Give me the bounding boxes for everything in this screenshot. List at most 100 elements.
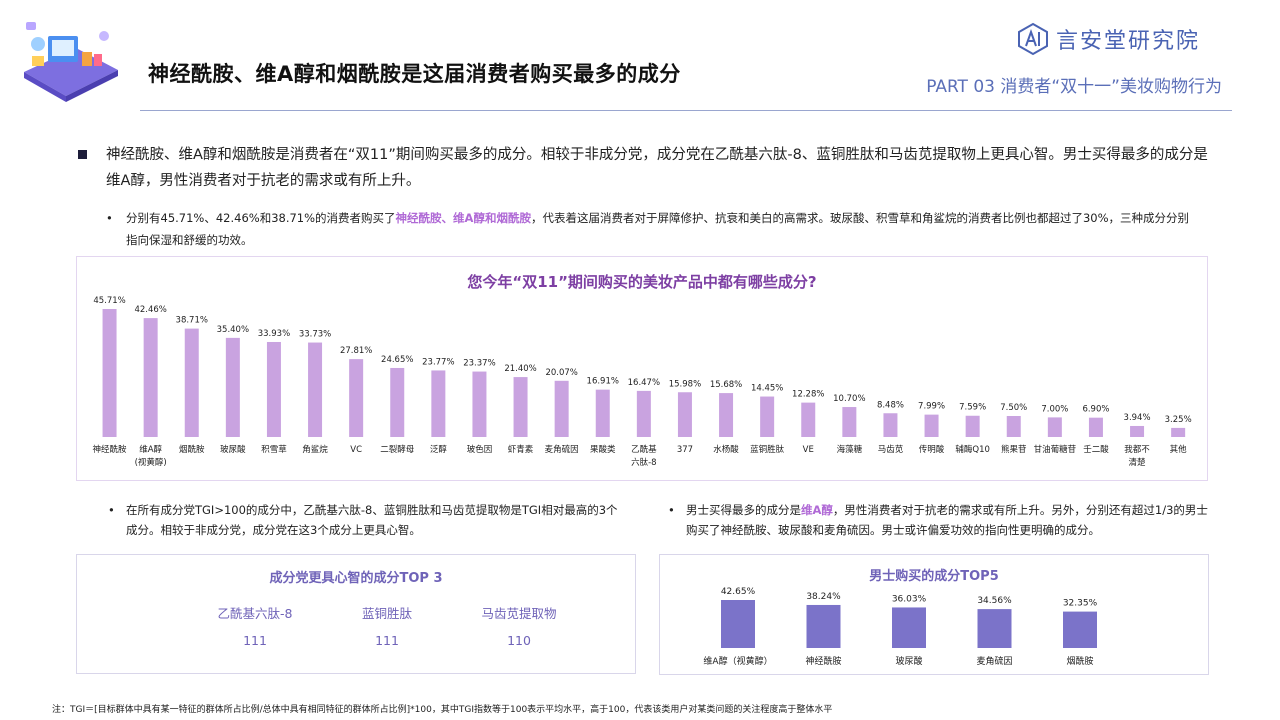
- bar-value-label: 20.07%: [545, 368, 577, 378]
- chart-bar: [842, 407, 857, 437]
- bar-value-label: 7.59%: [959, 403, 986, 413]
- tgi-note: • 在所有成分党TGI>100的成分中，乙酰基六肽-8、蓝铜胜肽和马齿苋提取物是…: [108, 500, 620, 540]
- chart-bar: [390, 367, 405, 437]
- ingredients-chart-panel: 45.71% 神经酰胺 42.46% 维A醇 (视黄醇) 38.71% 烟酰胺 35.40% 玻…: [76, 256, 1208, 481]
- bar-value-label: 15.98%: [669, 379, 701, 389]
- category-label: 我都不: [1124, 444, 1150, 455]
- bar-value-label: 45.71%: [93, 296, 125, 306]
- bar-value-label: 8.48%: [877, 400, 904, 410]
- category-label: 神经酰胺: [93, 444, 128, 455]
- chart-bar: [266, 341, 281, 437]
- category-label: 甘油葡糖苷: [1034, 444, 1077, 455]
- male-note-highlight: 维A醇: [801, 503, 833, 517]
- bar-value-label: 32.35%: [1063, 599, 1098, 609]
- bar-value-label: 24.65%: [381, 355, 413, 365]
- chart-title: 您今年“双11”期间购买的美妆产品中都有哪些成分?: [467, 273, 817, 291]
- category-label: 六肽-8: [631, 457, 656, 468]
- chart-bar: [308, 342, 323, 437]
- bar-value-label: 10.70%: [833, 394, 865, 404]
- chart-bar: [883, 413, 898, 437]
- tgi-item: 乙酰基六肽-8 111: [189, 603, 321, 648]
- category-label: 积雪草: [261, 444, 287, 455]
- category-label: 377: [677, 445, 693, 455]
- bar-value-label: 6.90%: [1082, 405, 1109, 415]
- chart-bar: [677, 392, 692, 437]
- section-label: PART 03 消费者“双十一”美妆购物行为: [926, 77, 1222, 97]
- tgi-item: 马齿苋提取物 110: [453, 603, 585, 648]
- summary-text: 神经酰胺、维A醇和烟酰胺是消费者在“双11”期间购买最多的成分。相较于非成分党，…: [106, 147, 1208, 189]
- category-label: 玻色因: [467, 444, 493, 455]
- category-label: 神经酰胺: [805, 655, 841, 667]
- chart-bar: [1088, 417, 1103, 437]
- chart-bar: [636, 390, 651, 437]
- male-note-text: 男士买得最多的成分是维A醇，男性消费者对于抗老的需求或有所上升。另外，分别还有超…: [668, 500, 1208, 540]
- chart-bar: [892, 607, 926, 648]
- bar-value-label: 15.68%: [710, 380, 742, 390]
- category-label: 蓝铜胜肽: [750, 444, 785, 455]
- bar-value-label: 33.73%: [299, 330, 331, 340]
- category-label: 壬二酸: [1083, 444, 1109, 455]
- chart-bar: [225, 337, 240, 437]
- bar-value-label: 42.65%: [721, 587, 756, 597]
- category-label: 辅酶Q10: [955, 444, 990, 455]
- chart-bar: [965, 415, 980, 437]
- chart-bar: [721, 600, 755, 648]
- bar-value-label: 38.24%: [806, 592, 841, 602]
- tgi-item: 蓝铜胜肽 111: [321, 603, 453, 648]
- category-label: 二裂酵母: [380, 444, 414, 455]
- tgi-item-name: 马齿苋提取物: [481, 606, 557, 621]
- male-note-before: 男士买得最多的成分是: [686, 503, 801, 517]
- header-illustration: [24, 22, 118, 102]
- bar-value-label: 35.40%: [217, 325, 249, 335]
- tgi-item-value: 111: [243, 633, 267, 648]
- category-label: 烟酰胺: [179, 444, 205, 455]
- header-divider: [140, 110, 1232, 111]
- bar-value-label: 7.00%: [1041, 404, 1068, 414]
- square-bullet-icon: [78, 150, 87, 159]
- bar-value-label: 12.28%: [792, 390, 824, 400]
- chart-bar: [806, 604, 841, 648]
- chart-bar: [349, 359, 364, 437]
- category-label: VC: [350, 445, 362, 455]
- category-label: 果酸类: [590, 444, 616, 455]
- bar-value-label: 23.37%: [463, 359, 495, 369]
- tgi-grid: 乙酰基六肽-8 111 蓝铜胜肽 111 马齿苋提取物 110: [189, 603, 585, 648]
- chart-bar: [801, 402, 816, 437]
- chart-bar: [431, 370, 446, 437]
- dot-bullet-icon: •: [108, 503, 115, 517]
- chart-bar: [102, 309, 117, 437]
- category-label: 维A醇（视黄醇）: [703, 655, 772, 667]
- bar-value-label: 38.71%: [176, 316, 208, 326]
- bar-value-label: 16.47%: [628, 378, 660, 388]
- category-label: 麦角硫因: [976, 655, 1012, 667]
- top5-title: 男士购买的成分TOP5: [869, 569, 999, 584]
- chart-bar: [1171, 427, 1186, 437]
- chart-bar: [513, 377, 528, 437]
- logo-text: 言安堂研究院: [1056, 29, 1201, 54]
- category-label: 虾青素: [508, 444, 534, 455]
- category-label: 马齿苋: [878, 445, 904, 455]
- bar-value-label: 23.77%: [422, 357, 454, 367]
- bar-value-label: 7.99%: [918, 402, 945, 412]
- category-label: VE: [803, 445, 814, 455]
- category-label: 其他: [1170, 444, 1188, 455]
- male-note-after: ，男性消费者对于抗老的需求或有所上升。另外，分别还有超过1/3的男士购买了神经酰…: [686, 503, 1208, 537]
- category-label: 泛醇: [430, 444, 448, 455]
- tgi-item-value: 111: [375, 633, 399, 648]
- chart-bar: [1047, 417, 1062, 437]
- category-label: 玻尿酸: [895, 655, 922, 667]
- category-label: 麦角硫因: [545, 444, 579, 455]
- dot-bullet-icon: •: [668, 503, 675, 517]
- chart-bar: [554, 380, 569, 437]
- bar-value-label: 21.40%: [504, 364, 536, 374]
- male-top5-bar-chart: 42.65% 维A醇（视黄醇） 38.24% 神经酰胺 36.03% 玻尿酸 34.56% 麦…: [703, 587, 1098, 667]
- bar-value-label: 16.91%: [587, 377, 619, 387]
- chart-bar: [719, 393, 734, 437]
- tgi-item-name: 乙酰基六肽-8: [217, 606, 293, 621]
- category-label: 烟酰胺: [1066, 655, 1093, 667]
- logo-mark-icon: [1018, 22, 1048, 56]
- tgi-note-text: 在所有成分党TGI>100的成分中，乙酰基六肽-8、蓝铜胜肽和马齿苋提取物是TG…: [126, 503, 618, 537]
- chart-bar: [184, 328, 199, 437]
- tgi-item-value: 110: [507, 633, 531, 648]
- chart-bar: [760, 396, 775, 437]
